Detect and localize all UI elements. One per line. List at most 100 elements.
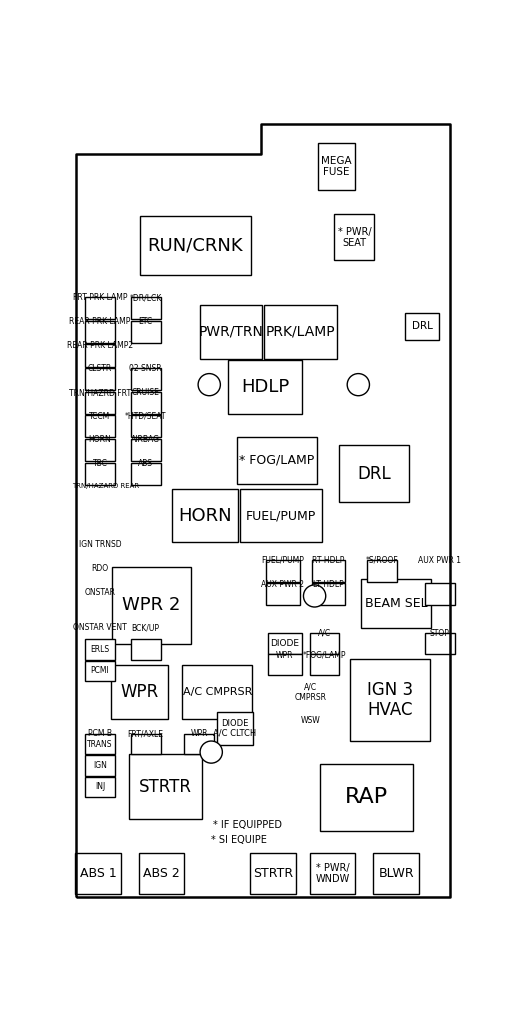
Text: PRK/LAMP: PRK/LAMP [266,325,336,339]
Bar [129,755,202,819]
Bar [85,297,115,319]
Text: AUX PWR 1: AUX PWR 1 [418,556,461,565]
Bar [200,305,262,358]
Bar [217,712,253,745]
Bar [85,756,115,776]
Text: TRN/HAZRD FRT: TRN/HAZRD FRT [69,388,131,397]
Text: AIRBAG: AIRBAG [131,435,160,444]
Text: IGN: IGN [93,761,107,770]
Text: MEGA
FUSE: MEGA FUSE [321,156,352,177]
Bar [264,305,338,358]
Text: *DR/LCK: *DR/LCK [129,294,162,302]
Text: * FOG/LAMP: * FOG/LAMP [239,454,314,467]
Ellipse shape [304,585,326,607]
Bar [334,214,374,260]
Text: STRTR: STRTR [139,778,192,796]
Text: DRL: DRL [411,322,432,332]
Text: FRT PRK LAMP: FRT PRK LAMP [73,294,127,302]
Text: PCM B: PCM B [88,729,112,738]
Bar [340,445,409,502]
Bar [131,463,161,484]
Text: *FOG/LAMP: *FOG/LAMP [303,650,346,659]
Text: IGN 3
HVAC: IGN 3 HVAC [367,681,413,719]
Bar [131,368,161,390]
Text: CLSTR: CLSTR [88,365,112,374]
Bar [140,215,251,274]
Bar [250,853,295,894]
Text: WPR: WPR [276,650,293,659]
Bar [240,488,322,543]
Text: RT HDLP: RT HDLP [312,556,345,565]
Text: *S/ROOF: *S/ROOF [366,556,399,565]
Bar [310,853,356,894]
Bar [172,488,238,543]
Text: FRT/AXLE: FRT/AXLE [128,729,164,738]
Text: A/C: A/C [318,629,331,638]
Text: ETC: ETC [139,317,153,326]
Text: WPR: WPR [190,729,208,738]
Text: * PWR/
WNDW: * PWR/ WNDW [315,863,350,884]
Ellipse shape [200,741,222,763]
Text: RUN/CRNK: RUN/CRNK [148,237,243,254]
Text: REAR PRK LAMP: REAR PRK LAMP [69,317,131,326]
Text: PCMI: PCMI [90,667,109,676]
Text: STOP: STOP [430,629,450,638]
Bar [237,436,317,484]
Text: FUEL/PUMP: FUEL/PUMP [261,556,304,565]
Text: WPR: WPR [121,683,159,701]
Bar [85,439,115,461]
Bar [311,560,345,582]
Bar [85,734,115,755]
Bar [268,633,302,653]
Bar [85,463,115,484]
Text: ABS 2: ABS 2 [143,867,180,880]
Text: * SI EQUIPE: * SI EQUIPE [211,836,267,846]
Bar [131,321,161,343]
Text: TRN/HAZARD REAR: TRN/HAZARD REAR [72,482,140,488]
Bar [131,392,161,414]
Text: DIODE
A/C CLTCH: DIODE A/C CLTCH [213,719,256,737]
Text: AUX PWR 2: AUX PWR 2 [261,580,304,589]
Bar [361,580,431,629]
Text: A/C CMPRSR: A/C CMPRSR [183,687,252,697]
Text: * PWR/
SEAT: * PWR/ SEAT [338,226,371,248]
Text: BEAM SEL: BEAM SEL [365,597,427,610]
Ellipse shape [198,374,221,395]
Text: CRUISE: CRUISE [132,388,160,397]
Text: INJ: INJ [95,782,105,792]
Bar [405,312,439,340]
Bar [85,344,115,367]
Text: RAP: RAP [345,787,388,807]
Text: ABS: ABS [138,459,153,468]
Bar [183,666,252,719]
Bar [373,853,419,894]
Text: RDO: RDO [91,564,108,572]
Text: STRTR: STRTR [253,867,293,880]
Bar [318,142,356,189]
Text: * IF EQUIPPED: * IF EQUIPPED [212,819,282,829]
Ellipse shape [347,374,369,395]
Text: A/C
CMPRSR: A/C CMPRSR [294,683,327,701]
Bar [320,764,413,830]
Bar [131,439,161,461]
Bar [367,560,397,582]
Bar [85,321,115,343]
Text: WPR 2: WPR 2 [123,596,181,614]
Bar [266,584,300,605]
Bar [310,633,340,653]
Text: ERLS: ERLS [90,645,109,654]
Bar [350,658,430,741]
Text: BCK/UP: BCK/UP [132,623,160,632]
Bar [112,567,191,644]
Bar [311,584,345,605]
Bar [85,392,115,414]
Bar [85,416,115,437]
Bar [310,654,340,675]
Bar [85,776,115,797]
Bar [228,360,302,414]
Text: HORN: HORN [179,507,232,524]
Text: REAR PRK LAMP2: REAR PRK LAMP2 [67,341,133,350]
Text: ABS 1: ABS 1 [80,867,116,880]
Text: HORN: HORN [89,435,111,444]
Bar [85,639,115,659]
